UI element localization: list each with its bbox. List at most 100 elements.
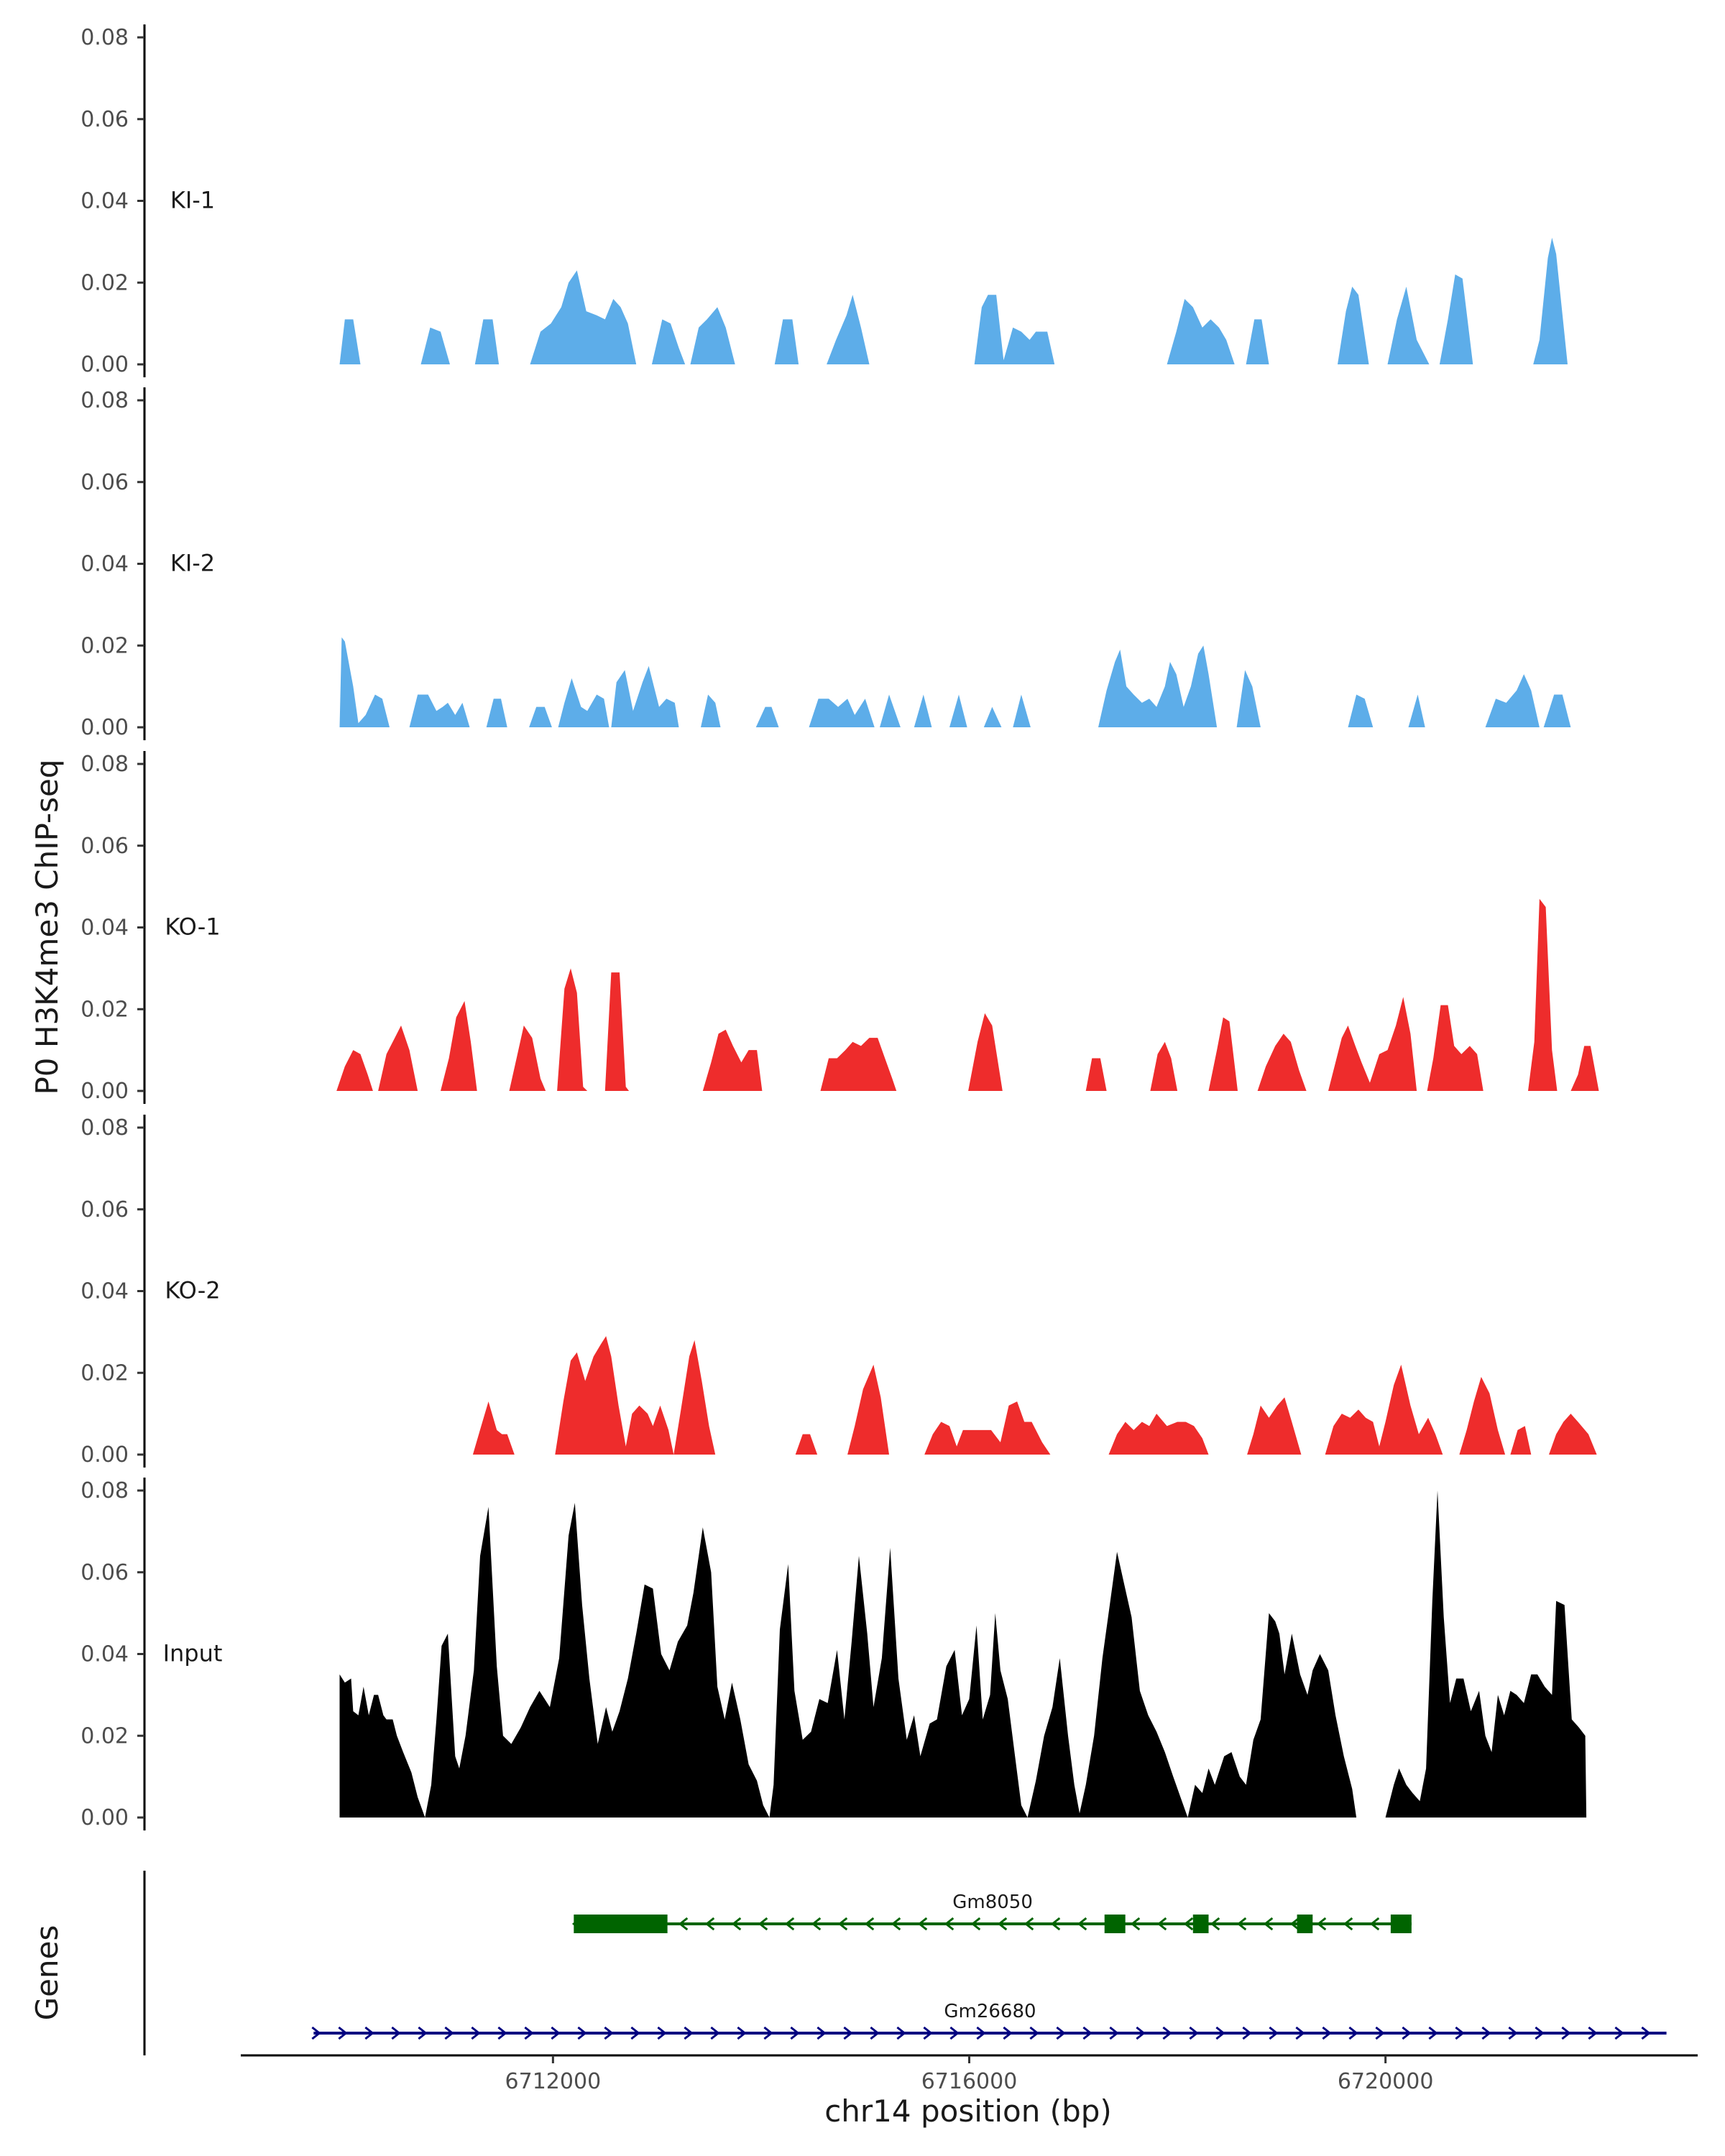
signal-peak <box>1108 1414 1209 1455</box>
signal-peak <box>701 694 721 727</box>
strand-arrow <box>551 2026 561 2040</box>
signal-peak <box>651 319 686 364</box>
strand-arrow <box>1189 2026 1199 2040</box>
signal-peak <box>1427 1005 1484 1091</box>
strand-arrow <box>1236 1917 1247 1931</box>
y-tick-label: 0.00 <box>80 352 129 377</box>
exon <box>574 1915 668 1933</box>
signal-peak <box>1485 674 1540 727</box>
strand-arrow <box>657 2026 667 2040</box>
signal-peak <box>557 968 588 1091</box>
y-tick-label: 0.00 <box>80 715 129 740</box>
strand-arrow <box>731 1917 742 1931</box>
signal-peak <box>1328 997 1417 1091</box>
signal-peak <box>1387 286 1430 364</box>
signal-peak <box>1246 319 1269 364</box>
signal-peak <box>755 706 779 727</box>
strand-arrow <box>1056 2026 1066 2040</box>
track-label: KO-2 <box>165 1277 220 1304</box>
strand-arrow <box>1316 1917 1327 1931</box>
y-tick-label: 0.08 <box>80 1478 129 1503</box>
strand-arrow <box>704 1917 715 1931</box>
signal-peak <box>555 1336 716 1455</box>
strand-arrow <box>1508 2026 1518 2040</box>
gene-label: Gm26680 <box>944 2001 1036 2022</box>
y-tick-label: 0.06 <box>80 1560 129 1585</box>
signal-peak <box>1236 670 1261 727</box>
signal-peak <box>847 1364 889 1455</box>
signal-peak <box>914 694 932 727</box>
strand-arrow <box>970 1917 981 1931</box>
strand-arrow <box>684 2026 694 2040</box>
strand-arrow <box>1289 1917 1300 1931</box>
signal-peak <box>1013 694 1031 727</box>
y-tick-label: 0.04 <box>80 552 129 577</box>
strand-arrow <box>891 1917 901 1931</box>
signal-peak <box>820 1038 897 1091</box>
track-label: Input <box>163 1640 223 1667</box>
signal-peak <box>611 665 679 727</box>
strand-arrow <box>1343 1917 1353 1931</box>
strand-arrow <box>577 2026 587 2040</box>
signal-peak <box>339 1503 1357 1818</box>
strand-arrow <box>976 2026 986 2040</box>
signal-peak <box>1408 694 1425 727</box>
signal-peak <box>1247 1397 1302 1455</box>
track-input: 0.00 0.02 0.04 0.06 0.08 Input <box>80 1478 1587 1830</box>
y-tick-label: 0.00 <box>80 1805 129 1830</box>
gene-gm8050: Gm8050 <box>571 1892 1412 1933</box>
strand-arrow <box>1375 2026 1385 2040</box>
genes-axis-title: Genes <box>29 1925 65 2021</box>
strand-arrow <box>1109 2026 1119 2040</box>
signal-peak <box>604 972 630 1091</box>
strand-arrow <box>1369 1917 1380 1931</box>
strand-arrow <box>1561 2026 1571 2040</box>
y-tick-label: 0.04 <box>80 1642 129 1667</box>
track-ko-2: 0.00 0.02 0.04 0.06 0.08 KO-2 <box>80 1115 1597 1468</box>
track-ki-2: 0.00 0.02 0.04 0.06 0.08 KI-2 <box>80 387 1571 740</box>
strand-arrow <box>1183 1917 1194 1931</box>
strand-arrow <box>524 2026 534 2040</box>
strand-arrow <box>1210 1917 1220 1931</box>
signal-peak <box>558 678 610 727</box>
strand-arrow <box>1588 2026 1598 2040</box>
strand-arrow <box>1295 2026 1305 2040</box>
strand-arrow <box>1455 2026 1465 2040</box>
x-axis-title: chr14 position (bp) <box>824 2093 1112 2129</box>
strand-arrow <box>1535 2026 1545 2040</box>
exon <box>1104 1915 1126 1933</box>
signal-peak <box>1528 898 1558 1091</box>
strand-arrow <box>311 2026 321 2040</box>
signal-peak <box>1150 1041 1178 1091</box>
signal-peak <box>529 706 552 727</box>
strand-arrow <box>1614 2026 1624 2040</box>
strand-arrow <box>364 2026 374 2040</box>
strand-arrow <box>837 1917 848 1931</box>
strand-arrow <box>1024 1917 1034 1931</box>
signal-peak <box>530 270 637 364</box>
track-ki-1: 0.00 0.02 0.04 0.06 0.08 KI-1 <box>80 24 1568 377</box>
y-tick-label: 0.06 <box>80 107 129 132</box>
strand-arrow <box>1402 2026 1412 2040</box>
strand-arrow <box>816 2026 827 2040</box>
track-label: KO-1 <box>165 913 220 941</box>
track-label: KI-1 <box>170 187 215 214</box>
strand-arrow <box>391 2026 401 2040</box>
signal-peak <box>702 1029 763 1091</box>
strand-arrow <box>1215 2026 1225 2040</box>
strand-arrow <box>444 2026 454 2040</box>
signal-peak <box>1439 274 1473 364</box>
strand-arrow <box>418 2026 428 2040</box>
strand-arrow <box>1136 2026 1146 2040</box>
strand-arrow <box>678 1917 689 1931</box>
strand-arrow <box>1322 2026 1332 2040</box>
signal-peak <box>1543 694 1571 727</box>
signal-peak <box>1549 1414 1597 1455</box>
signal-peak <box>924 1401 1051 1455</box>
gene-label: Gm8050 <box>952 1892 1033 1913</box>
signal-peak <box>809 699 875 727</box>
strand-arrow <box>1269 2026 1279 2040</box>
exon <box>1297 1915 1313 1933</box>
strand-arrow <box>1641 2026 1651 2040</box>
